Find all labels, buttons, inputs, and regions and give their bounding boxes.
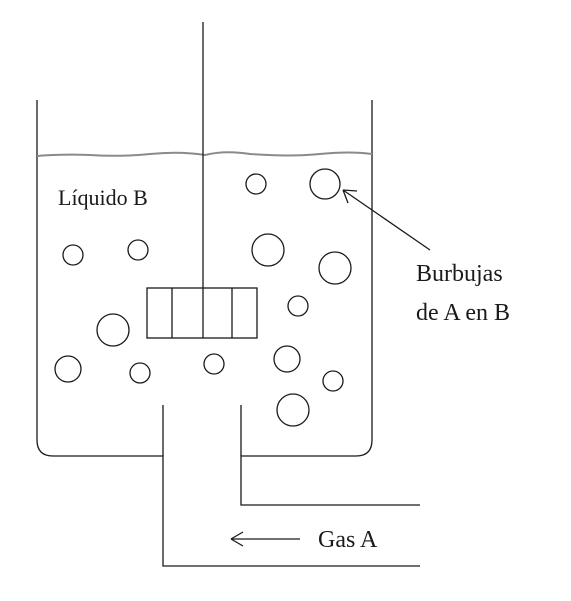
bubbles-label-line1: Burbujas (416, 261, 503, 287)
bubble (96, 313, 130, 347)
liquid-surface (36, 151, 373, 157)
tank-left-wall (36, 100, 420, 567)
bubble (54, 355, 82, 383)
bubble (245, 173, 267, 195)
bubble (309, 168, 341, 200)
bubbles-label-line2: de A en B (416, 300, 510, 326)
bubble (276, 393, 310, 427)
bubble (62, 244, 84, 266)
bubble (273, 345, 301, 373)
liquid-label: Líquido B (58, 185, 148, 210)
bubble (251, 233, 285, 267)
bubble (322, 370, 344, 392)
bubble (318, 251, 352, 285)
tank-right-wall (240, 100, 420, 506)
bubble (129, 362, 151, 384)
impeller (146, 287, 258, 339)
bubble (203, 353, 225, 375)
gas-flow-arrow (230, 531, 300, 547)
bubble-pointer-arrow (342, 189, 431, 251)
bubbles (54, 168, 352, 427)
bubble (127, 239, 149, 261)
bubble (287, 295, 309, 317)
gas-label: Gas A (318, 527, 378, 553)
